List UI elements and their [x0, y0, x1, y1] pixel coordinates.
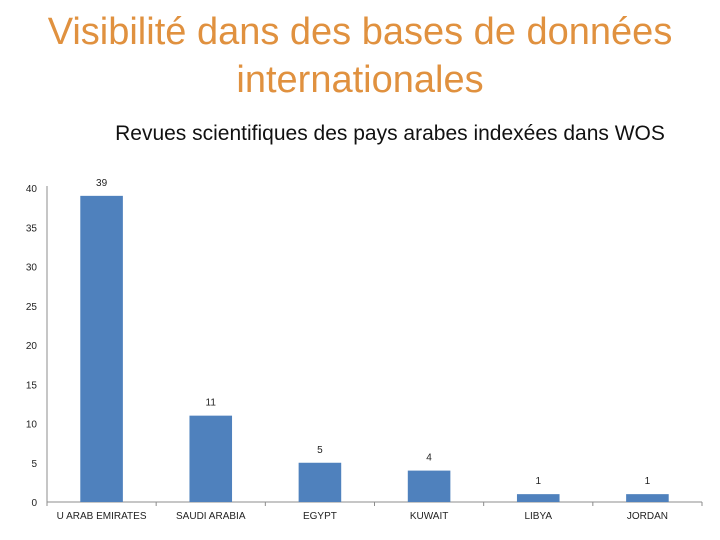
- data-label: 4: [426, 453, 432, 464]
- y-tick-label: 10: [26, 420, 38, 431]
- data-label: 5: [317, 445, 323, 456]
- y-tick-label: 40: [26, 184, 38, 195]
- y-tick-label: 20: [26, 341, 38, 352]
- y-tick-label: 35: [26, 223, 38, 234]
- x-category-label: KUWAIT: [410, 511, 449, 522]
- x-category-label: U ARAB EMIRATES: [57, 511, 147, 522]
- data-label: 1: [535, 476, 541, 487]
- data-label: 1: [645, 476, 651, 487]
- y-tick-label: 0: [31, 498, 37, 509]
- bar: [189, 415, 233, 502]
- chart-title: Revues scientifiques des pays arabes ind…: [115, 122, 665, 145]
- bar: [516, 494, 560, 502]
- bar: [407, 470, 451, 502]
- data-label: 11: [206, 398, 217, 409]
- y-tick-label: 5: [31, 459, 37, 470]
- y-tick-label: 25: [26, 302, 38, 313]
- bar: [626, 494, 669, 502]
- x-category-label: LIBYA: [524, 511, 552, 522]
- bar: [298, 462, 342, 502]
- y-tick-label: 30: [26, 263, 38, 274]
- bar: [80, 195, 123, 502]
- x-category-label: EGYPT: [303, 511, 337, 522]
- slide-title: Visibilité dans des bases de données int…: [47, 11, 673, 101]
- x-category-label: SAUDI ARABIA: [176, 511, 246, 522]
- data-label: 39: [96, 178, 108, 189]
- y-tick-label: 15: [26, 380, 38, 391]
- x-category-label: JORDAN: [627, 511, 668, 522]
